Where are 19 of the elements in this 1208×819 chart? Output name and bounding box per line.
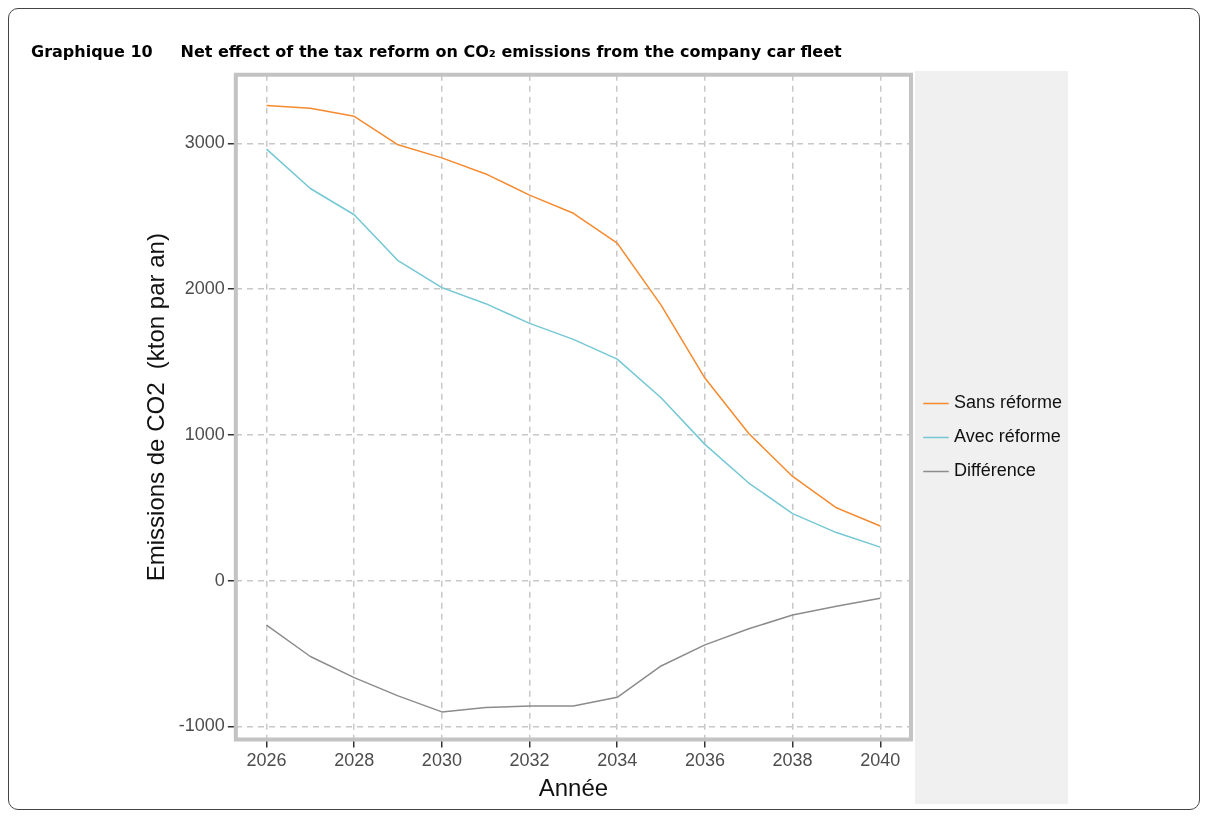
legend-label: Sans réforme [953,392,1062,413]
x-axis-title: Année [538,774,609,802]
y-axis-title: Emissions de CO2 (kton par an) [142,233,170,582]
y-tick-label: 0 [214,569,225,590]
x-tick-label: 2030 [421,750,462,771]
x-tick-label: 2040 [860,750,901,771]
legend-label: Avec réforme [953,426,1061,447]
x-tick-label: 2036 [684,750,725,771]
y-tick-label: 3000 [184,132,225,153]
x-tick-label: 2032 [509,750,550,771]
x-tick-label: 2028 [334,750,375,771]
chart-title: Graphique 10 Net effect of the tax reform on CO₂ emissions from the company car fleet [30,41,843,61]
y-tick-label: 1000 [184,423,225,444]
x-tick-label: 2034 [597,750,638,771]
x-tick-label: 2026 [246,750,287,771]
y-tick-label: 2000 [184,278,225,299]
x-tick-label: 2038 [772,750,813,771]
y-tick-label: -1000 [178,715,225,736]
legend-label: Différence [953,460,1036,481]
